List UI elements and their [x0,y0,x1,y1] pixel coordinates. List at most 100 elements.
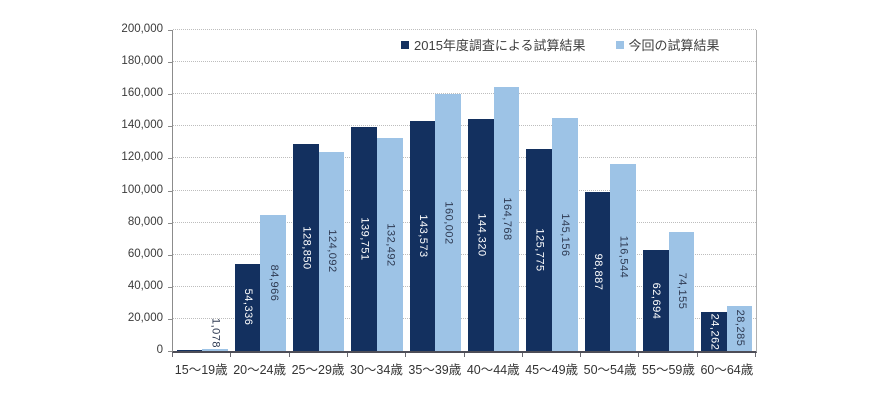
y-tick-label: 80,000 [127,215,163,228]
bar-value-label: 24,262 [708,313,721,350]
bar: 143,573 [409,120,436,351]
bar: 98,887 [584,192,611,351]
bar-group: 139,751 132,492 [348,30,406,351]
y-axis-labels: 0 20,000 40,000 60,000 80,000 100,000 120,000 1… [0,0,163,405]
x-tick-label: 25〜29歳 [291,363,345,377]
bar: 54,336 [234,263,261,351]
bar-value-label: 28,285 [734,309,747,347]
y-tick-label: 180,000 [121,55,163,68]
legend-item: 今回の試算結果 [615,35,720,54]
plot-area: 1,078 54,336 84,966 128,850 124,092 139,751 13… [172,29,757,353]
y-axis-tick [168,62,172,64]
x-tick-label: 35〜39歳 [408,363,462,377]
bar-value-label: 128,850 [300,225,313,270]
bar-value-label: 98,887 [591,253,604,290]
bar-group: 62,694 74,155 [639,30,697,351]
bar-group: 143,573 160,002 [406,30,464,351]
x-axis-tick [405,353,407,357]
y-axis-tick [168,126,172,128]
bar: 160,002 [435,94,461,351]
gridline [173,29,756,30]
x-tick-label: 20〜24歳 [233,363,287,377]
bar: 62,694 [642,250,669,351]
bar-value-label: 1,078 [209,318,222,349]
x-tick-label: 60〜64歳 [700,363,754,377]
bar-value-label: 54,336 [242,289,255,326]
bar: 144,320 [467,119,494,351]
gridline [173,61,756,63]
bar-value-label: 62,694 [650,282,663,320]
y-tick-label: 140,000 [121,119,163,132]
bar: 74,155 [668,231,695,351]
bar-value-label: 124,092 [326,229,339,274]
bar-group: 144,320 164,768 [464,30,522,351]
bar-group: 54,336 84,966 [231,30,289,351]
x-tick-label: 50〜54歳 [583,363,637,377]
bar-value-label: 164,768 [500,197,513,241]
y-axis-tick [168,94,172,96]
bar: 132,492 [377,138,403,351]
y-tick-label: 100,000 [121,183,163,196]
bar-value-label: 125,775 [533,228,546,272]
y-tick-label: 200,000 [121,23,163,35]
gridline [173,189,756,191]
bar-group: 98,887 116,544 [581,30,639,351]
bar-value-label: 144,320 [475,213,488,257]
x-axis-tick [638,353,640,357]
x-axis-tick [696,353,698,357]
y-axis-tick [168,351,172,352]
bar: 125,775 [526,149,552,351]
x-axis-tick [230,353,232,357]
bar-value-label: 145,156 [559,212,572,257]
y-axis-tick [168,158,172,160]
legend-label: 今回の試算結果 [628,38,720,53]
bar-value-label: 143,573 [417,214,429,258]
x-tick-label: 55〜59歳 [642,363,695,377]
bar-group: 24,262 28,285 [698,30,756,351]
y-axis-tick [168,190,172,192]
bar: 28,285 [726,305,753,351]
y-axis-tick [168,286,172,288]
y-axis-tick [168,222,172,224]
bar-group: 1,078 [173,30,231,351]
y-tick-label: 0 [156,344,163,356]
bar-group: 125,775 145,156 [523,30,581,351]
bar: 116,544 [610,163,636,351]
y-axis-tick [168,318,172,320]
x-axis-tick [755,353,756,357]
bar: 139,751 [351,126,378,351]
gridline [173,253,756,255]
bar: 128,850 [293,144,319,351]
legend-swatch-icon [401,40,409,49]
bar-value-label: 116,544 [617,236,630,279]
bar: 84,966 [260,214,287,351]
bar: 124,092 [318,151,345,351]
gridline [173,157,756,159]
x-axis-tick [463,353,465,357]
bar-groups: 1,078 54,336 84,966 128,850 124,092 139,751 13… [173,30,756,351]
gridline [173,93,756,95]
bar-value-label: 74,155 [675,273,688,310]
gridline [173,221,756,223]
legend-item: 2015年度調査による試算結果 [401,35,586,54]
gridline [173,285,756,287]
x-axis-tick [172,353,173,357]
y-tick-label: 60,000 [127,247,163,260]
gridline [173,125,756,127]
x-tick-label: 30〜34歳 [350,363,403,377]
bar: 24,262 [701,312,727,351]
x-tick-label: 40〜44歳 [466,363,520,377]
x-tick-label: 45〜49歳 [525,363,579,377]
x-axis-tick [288,353,290,357]
y-tick-label: 120,000 [121,151,163,164]
bar: 1,078 [202,318,228,351]
bar-group: 128,850 124,092 [290,30,348,351]
bar: 164,768 [493,86,520,351]
x-axis-tick [346,353,348,357]
legend-swatch-icon [615,40,624,49]
y-axis-tick [168,254,172,256]
bar-value-label: 132,492 [384,223,397,267]
x-tick-label: 15〜19歳 [174,363,228,377]
legend-label: 2015年度調査による試算結果 [414,38,586,53]
